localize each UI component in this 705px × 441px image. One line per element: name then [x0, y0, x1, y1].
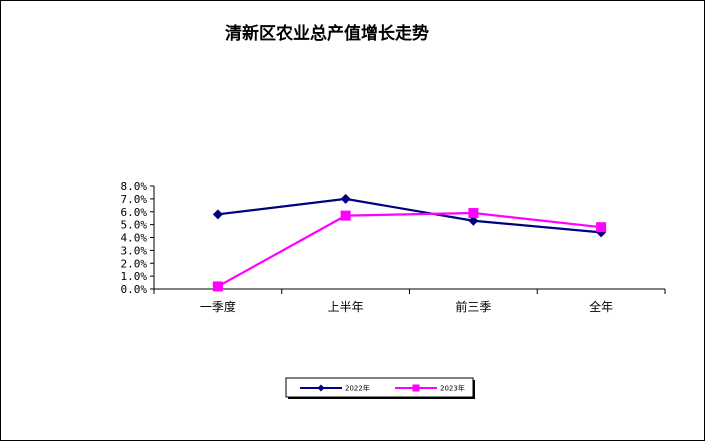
- legend-label: 2023年: [440, 384, 465, 393]
- data-point-diamond: [212, 209, 223, 220]
- x-category-label: 全年: [589, 299, 613, 314]
- data-point-diamond: [468, 215, 479, 226]
- y-tick-label: 8.0%: [121, 180, 148, 193]
- chart-title: 清新区农业总产值增长走势: [225, 23, 429, 44]
- data-point-square: [212, 281, 223, 292]
- x-category-label: 一季度: [200, 299, 236, 314]
- y-tick-label: 2.0%: [121, 257, 148, 270]
- y-tick-label: 4.0%: [121, 232, 148, 245]
- chart-series: [212, 193, 607, 292]
- chart-axes: 0.0%1.0%2.0%3.0%4.0%5.0%6.0%7.0%8.0% 一季度 上…: [121, 180, 666, 314]
- y-tick-label: 1.0%: [121, 270, 148, 283]
- y-tick-label: 6.0%: [121, 206, 148, 219]
- y-tick-label: 5.0%: [121, 219, 148, 232]
- data-point-diamond: [340, 193, 351, 204]
- y-tick-label: 7.0%: [121, 193, 148, 206]
- data-point-square: [468, 208, 479, 219]
- x-category-label: 前三季: [455, 299, 491, 314]
- legend-marker-square: [412, 384, 420, 392]
- y-tick-label: 3.0%: [121, 244, 148, 257]
- x-category-label: 上半年: [328, 300, 364, 314]
- series-line-0: [217, 197, 602, 234]
- series-line-1: [217, 211, 602, 288]
- y-tick-label: 0.0%: [121, 283, 148, 296]
- data-point-square: [340, 210, 351, 221]
- legend-box: [285, 377, 474, 398]
- legend-marker-diamond: [317, 384, 325, 392]
- chart-legend: 2022年 2023年: [285, 377, 475, 399]
- data-point-square: [596, 222, 607, 233]
- legend-label: 2022年: [345, 384, 370, 393]
